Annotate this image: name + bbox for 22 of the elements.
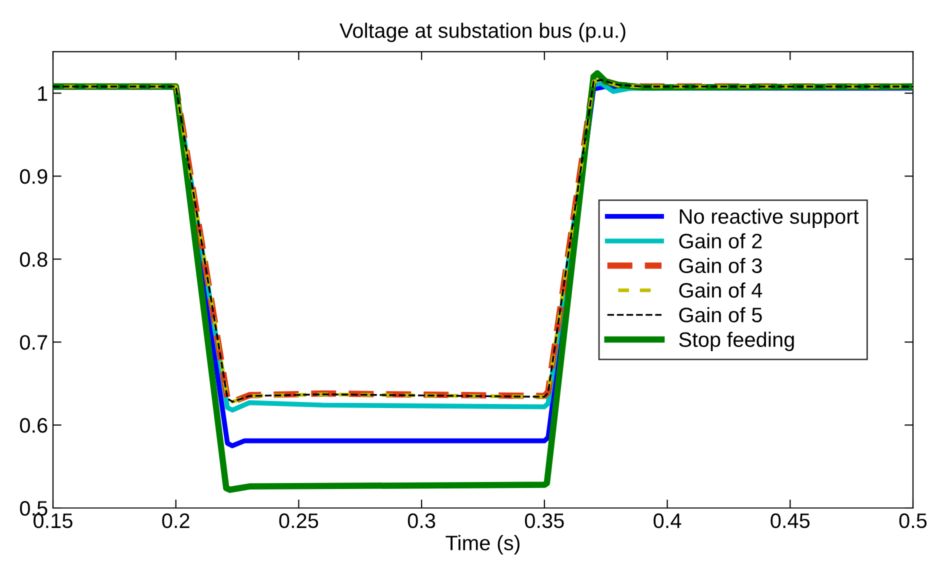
legend-label: Stop feeding: [679, 332, 794, 352]
x-tick-label: 0.2: [162, 513, 190, 528]
x-tick-label: 0.4: [654, 513, 682, 528]
legend-label: Gain of 4: [679, 282, 762, 298]
y-tick-label: 0.6: [20, 418, 48, 433]
x-axis-title: Time (s): [446, 535, 520, 554]
y-tick-label: 1: [38, 86, 48, 101]
legend-label: Gain of 2: [679, 233, 762, 248]
x-tick-label: 0.15: [34, 513, 72, 528]
legend-label: Gain of 5: [679, 307, 762, 322]
y-tick-label: 0.5: [20, 501, 48, 516]
legend-label: Gain of 3: [679, 258, 762, 274]
x-tick-label: 0.45: [770, 513, 810, 528]
chart-title: Voltage at substation bus (p.u.): [339, 22, 626, 42]
legend-label: No reactive support: [680, 208, 859, 228]
x-tick-label: 0.25: [279, 513, 318, 528]
y-tick-label: 0.9: [20, 169, 48, 184]
y-tick-label: 0.7: [20, 335, 48, 350]
x-tick-label: 0.5: [899, 513, 927, 528]
y-tick-label: 0.8: [20, 252, 48, 267]
x-tick-label: 0.3: [408, 513, 436, 528]
x-tick-label: 0.35: [524, 513, 564, 528]
